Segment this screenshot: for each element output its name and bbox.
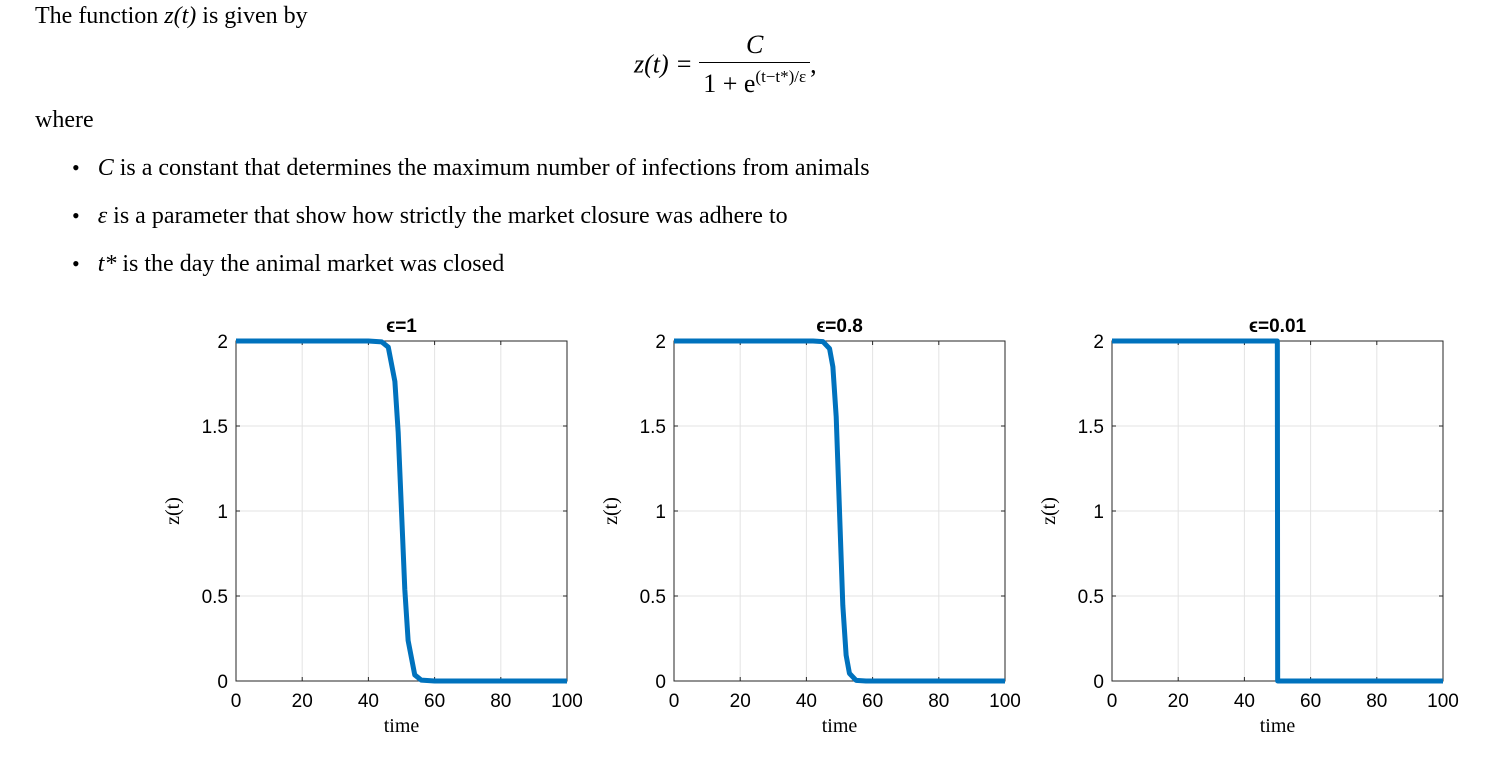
x-tick-label: 80 <box>490 691 511 712</box>
x-tick-label: 40 <box>1234 691 1255 712</box>
y-tick-label: 0 <box>217 672 228 693</box>
y-tick-label: 0 <box>1093 672 1104 693</box>
bullet-text: is a constant that determines the maximu… <box>113 155 870 181</box>
denominator-exponent: (t−t*)/ε <box>755 67 807 86</box>
intro-function: z(t) <box>164 3 197 29</box>
bullet-text: is the day the animal market was closed <box>116 251 505 277</box>
y-axis-label: z(t) <box>600 497 622 525</box>
y-tick-label: 1 <box>655 502 666 523</box>
x-tick-label: 20 <box>1168 691 1189 712</box>
bullet-dot-icon: • <box>72 203 80 228</box>
x-tick-label: 80 <box>1366 691 1387 712</box>
series-line <box>674 338 1005 684</box>
series-line <box>1112 338 1443 684</box>
y-axis-label: z(t) <box>1038 497 1060 525</box>
bullet-symbol: C <box>97 155 114 181</box>
x-tick-label: 0 <box>231 691 242 712</box>
x-tick-label: 100 <box>989 691 1021 712</box>
x-tick-label: 40 <box>358 691 379 712</box>
series-line <box>236 338 567 684</box>
x-tick-label: 100 <box>551 691 583 712</box>
x-tick-label: 60 <box>862 691 883 712</box>
x-tick-label: 0 <box>669 691 680 712</box>
y-tick-label: 0.5 <box>640 587 666 608</box>
x-axis-label: time <box>822 715 858 737</box>
equation-numerator: C <box>745 30 764 59</box>
y-tick-label: 1.5 <box>1078 417 1104 438</box>
y-tick-label: 2 <box>655 332 666 353</box>
denominator-base: 1 + e <box>703 69 756 98</box>
y-tick-label: 0.5 <box>1078 587 1104 608</box>
bullet-item-c: • C is a constant that determines the ma… <box>72 156 870 180</box>
fraction-bar <box>699 62 811 63</box>
equation-lhs: z(t) = <box>634 49 693 79</box>
y-tick-label: 2 <box>217 332 228 353</box>
y-tick-label: 1 <box>1093 502 1104 523</box>
x-axis-label: time <box>384 715 420 737</box>
intro-line: The function z(t) is given by <box>35 4 308 28</box>
intro-prefix: The function <box>35 3 165 29</box>
x-tick-label: 60 <box>1300 691 1321 712</box>
bullet-item-epsilon: • ε is a parameter that show how strictl… <box>72 204 788 228</box>
y-axis-label: z(t) <box>162 497 184 525</box>
x-tick-label: 0 <box>1107 691 1118 712</box>
chart-title: ϵ=1 <box>386 316 417 337</box>
equation-fraction: C 1 + e(t−t*)/ε <box>699 30 811 99</box>
x-tick-label: 40 <box>796 691 817 712</box>
x-tick-label: 20 <box>730 691 751 712</box>
chart-title: ϵ=0.01 <box>1249 316 1307 337</box>
equation-trailing-comma: , <box>810 49 817 79</box>
bullet-text: is a parameter that show how strictly th… <box>107 203 788 229</box>
x-tick-label: 100 <box>1427 691 1459 712</box>
bullet-symbol: t* <box>97 251 117 277</box>
where-label: where <box>35 107 94 133</box>
y-tick-label: 1.5 <box>640 417 666 438</box>
equation-denominator: 1 + e(t−t*)/ε <box>699 63 810 99</box>
intro-suffix: is given by <box>196 3 308 29</box>
x-axis-label: time <box>1260 715 1296 737</box>
x-tick-label: 80 <box>928 691 949 712</box>
bullet-symbol: ε <box>97 203 108 229</box>
y-tick-label: 0 <box>655 672 666 693</box>
bullet-dot-icon: • <box>72 155 80 180</box>
chart-panel-3: 0 20 40 60 80 100 0 0.5 1 1.5 2 ϵ=0.01 time z(t) <box>1038 316 1459 737</box>
y-tick-label: 1 <box>217 502 228 523</box>
y-tick-label: 1.5 <box>202 417 228 438</box>
x-tick-label: 60 <box>424 691 445 712</box>
display-equation: z(t) = C 1 + e(t−t*)/ε , <box>634 30 817 99</box>
y-tick-label: 0.5 <box>202 587 228 608</box>
chart-title: ϵ=0.8 <box>816 316 863 337</box>
chart-panel-1: 0 20 40 60 80 100 0 0.5 1 1.5 2 ϵ=1 time z(t) <box>162 316 583 737</box>
bullet-dot-icon: • <box>72 251 80 276</box>
bullet-item-tstar: • t* is the day the animal market was cl… <box>72 252 504 276</box>
x-tick-label: 20 <box>292 691 313 712</box>
chart-panel-2: 0 20 40 60 80 100 0 0.5 1 1.5 2 ϵ=0.8 time z(t) <box>600 316 1021 737</box>
y-tick-label: 2 <box>1093 332 1104 353</box>
